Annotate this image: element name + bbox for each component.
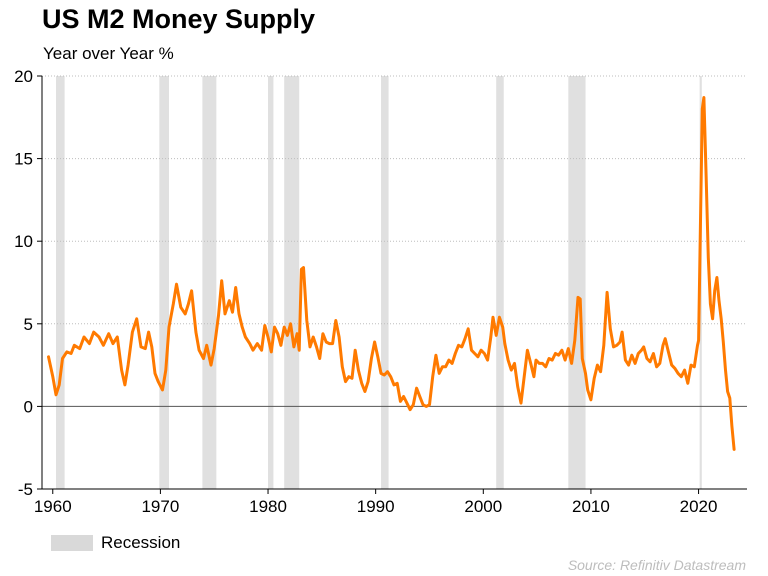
y-tick-label: 5 [24, 315, 33, 334]
recession-band [268, 76, 274, 489]
y-tick-label: 20 [14, 67, 33, 86]
x-tick-label: 1980 [249, 497, 287, 516]
recession-band [284, 76, 300, 489]
chart-title: US M2 Money Supply [42, 4, 316, 34]
x-tick-label: 1970 [141, 497, 179, 516]
y-tick-label: 15 [14, 150, 33, 169]
recession-bands [55, 76, 702, 489]
axes [37, 75, 747, 494]
recession-band [381, 76, 389, 489]
recession-band [202, 76, 217, 489]
x-tick-label: 2020 [680, 497, 718, 516]
y-tick-label: 10 [14, 232, 33, 251]
recession-legend-label: Recession [101, 533, 181, 552]
y-tick-label: 0 [24, 397, 33, 416]
x-tick-label: 1960 [34, 497, 72, 516]
recession-band [159, 76, 170, 489]
legend: Recession [51, 533, 180, 553]
recession-band [55, 76, 65, 489]
series-layer [47, 96, 736, 451]
chart-subtitle: Year over Year % [43, 44, 174, 63]
recession-band [568, 76, 586, 489]
source-note: Source: Refinitiv Datastream [567, 557, 746, 573]
x-tick-label: 1990 [357, 497, 395, 516]
grid-lines [42, 75, 747, 325]
y-tick-label: -5 [18, 480, 33, 499]
recession-band [496, 76, 504, 489]
m2-yoy-series-line [47, 96, 736, 451]
recession-legend-swatch [51, 535, 93, 551]
x-tick-label: 2000 [464, 497, 502, 516]
x-tick-label: 2010 [572, 497, 610, 516]
